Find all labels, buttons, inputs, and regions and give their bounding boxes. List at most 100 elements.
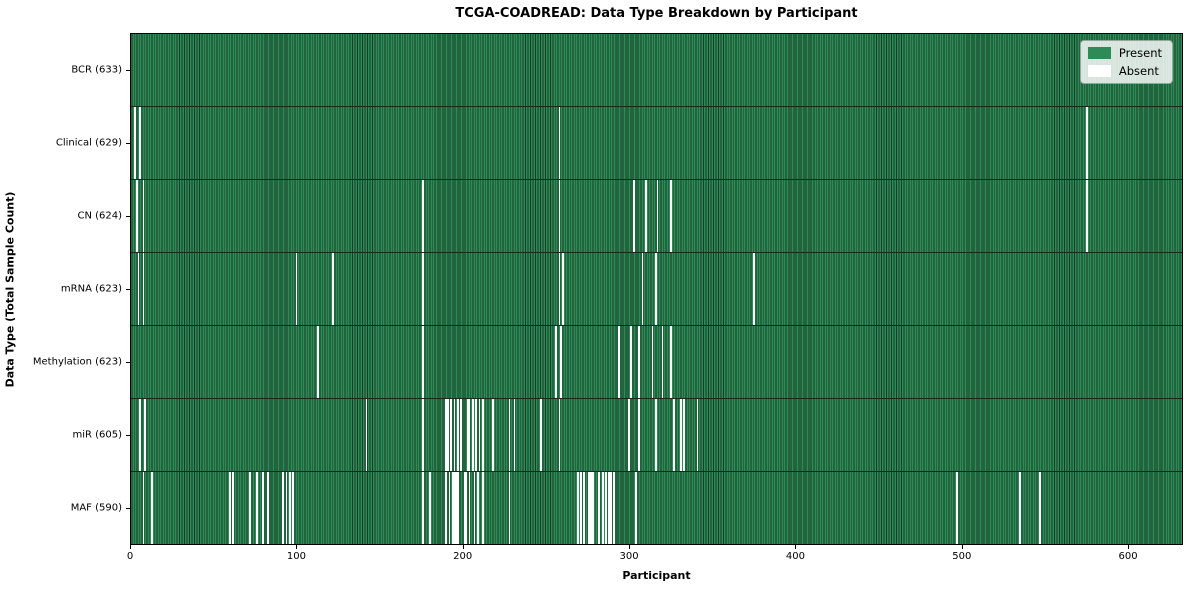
absent-stripe [555,326,557,398]
absent-stripe [229,472,231,544]
absent-stripe [560,326,562,398]
absent-stripe [285,472,288,544]
x-tick-label: 100 [286,551,306,562]
absent-stripe [289,472,291,544]
absent-stripe [583,472,586,544]
absent-stripe [655,253,657,325]
absent-stripe [610,472,612,544]
x-tick-label: 400 [785,551,805,562]
absent-stripe [468,472,471,544]
absent-stripe [447,399,449,471]
absent-stripe [453,399,456,471]
y-tick [126,142,130,144]
absent-stripe [598,472,601,544]
absent-stripe [651,326,654,398]
absent-stripe [317,326,320,398]
absent-stripe [655,399,657,471]
absent-stripe [558,253,561,325]
absent-stripe [422,180,424,252]
absent-stripe [150,472,153,544]
absent-stripe [558,180,561,252]
legend: Present Absent [1079,40,1173,84]
absent-stripe [477,472,479,544]
absent-stripe [453,472,456,544]
absent-stripe [232,472,235,544]
absent-stripe [661,326,664,398]
absent-stripe [1039,472,1042,544]
y-tick-label: Clinical (629) [55,137,122,149]
absent-stripe [142,472,145,544]
absent-stripe [508,472,511,544]
absent-stripe [618,326,621,398]
absent-stripe [137,253,140,325]
y-tick [126,362,130,364]
absent-stripe [669,180,672,252]
absent-stripe [1085,107,1088,179]
absent-stripe [142,253,145,325]
absent-stripe [282,472,285,544]
legend-item: Present [1087,46,1162,60]
absent-stripe [683,399,686,471]
absent-stripe [638,399,641,471]
absent-stripe [601,472,604,544]
absent-stripe [628,399,631,471]
absent-stripe [267,472,270,544]
absent-stripe [457,472,459,544]
y-tick-label: Methylation (623) [32,356,122,368]
y-tick [126,69,130,71]
absent-stripe [450,399,453,471]
plot-area: Present Absent [130,33,1183,545]
absent-stripe [580,472,582,544]
absent-stripe [638,326,641,398]
absent-stripe [482,399,484,471]
absent-stripe [465,472,468,544]
x-tick [629,545,631,549]
absent-stripe [460,399,463,471]
absent-stripe [590,472,592,544]
y-tick-label: miR (605) [72,429,122,441]
absent-stripe [669,326,672,398]
absent-stripe [473,472,476,544]
y-axis-label: Data Type (Total Sample Count) [3,191,17,388]
absent-stripe [673,399,676,471]
absent-stripe [135,180,138,252]
absent-stripe [956,472,958,544]
y-tick [126,435,130,437]
absent-stripe [292,472,295,544]
y-tick-label: BCR (633) [71,64,122,76]
absent-stripe [656,180,659,252]
absent-stripe [558,399,561,471]
x-tick-label: 0 [126,551,134,562]
absent-stripe [696,399,699,471]
absent-stripe [448,472,451,544]
absent-stripe [467,399,469,471]
absent-stripe [635,472,637,544]
absent-stripe [588,472,591,544]
x-tick [961,545,963,549]
absent-stripe [445,399,448,471]
y-tick [126,289,130,290]
x-tick-label: 300 [619,551,639,562]
y-tick-label: mRNA (623) [60,283,122,295]
absent-stripe [332,253,335,325]
absent-stripe [1085,180,1088,252]
absent-stripe [445,472,448,544]
absent-stripe [1019,472,1022,544]
x-tick-label: 500 [952,551,972,562]
absent-stripe [422,472,424,544]
absent-stripe [508,399,511,471]
legend-item: Absent [1087,64,1162,78]
x-tick [296,545,298,549]
absent-stripe [482,472,484,544]
absent-stripe [491,399,494,471]
absent-stripe [457,399,459,471]
absent-stripe [295,253,298,325]
absent-stripe [455,472,458,544]
absent-stripe [463,472,466,544]
absent-stripe [428,472,431,544]
absent-stripe [630,326,632,398]
heatmap-row-mrna [131,252,1182,325]
y-tick [126,508,130,510]
absent-stripe [255,472,258,544]
absent-stripe [422,326,424,398]
